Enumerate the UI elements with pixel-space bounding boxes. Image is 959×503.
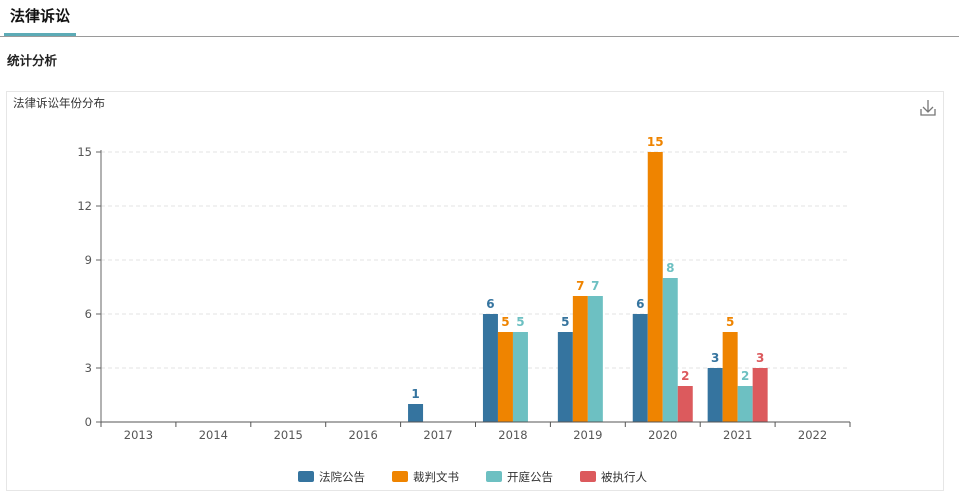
data-label: 6 [486,297,494,311]
legend-label[interactable]: 法院公告 [319,470,365,484]
x-tick-label: 2017 [423,428,452,442]
x-tick-label: 2022 [798,428,827,442]
bar[interactable] [482,314,498,422]
data-label: 15 [647,135,664,149]
data-label: 2 [741,369,749,383]
y-tick-label: 9 [85,253,92,267]
y-tick-label: 3 [85,361,92,375]
bar[interactable] [632,314,648,422]
legend-label[interactable]: 裁判文书 [413,470,459,484]
bar[interactable] [752,368,768,422]
legend-swatch[interactable] [298,471,314,482]
data-label: 1 [411,387,419,401]
x-tick-label: 2020 [648,428,677,442]
tab-bar: 法律诉讼 [0,0,959,37]
bar[interactable] [737,386,753,422]
data-label: 7 [576,279,584,293]
legend-swatch[interactable] [392,471,408,482]
legend-label[interactable]: 开庭公告 [507,470,553,484]
chart-title: 法律诉讼年份分布 [13,96,105,110]
bar[interactable] [408,404,424,422]
legend-swatch[interactable] [580,471,596,482]
data-label: 5 [501,315,509,329]
download-icon[interactable] [920,100,936,116]
bar[interactable] [647,152,663,422]
data-label: 5 [726,315,734,329]
data-label: 2 [681,369,689,383]
section-title: 统计分析 [7,53,58,68]
bar[interactable] [662,278,678,422]
data-label: 3 [711,351,719,365]
bar[interactable] [587,296,603,422]
bar[interactable] [557,332,573,422]
x-tick-label: 2015 [274,428,303,442]
y-tick-label: 12 [77,199,92,213]
x-tick-label: 2019 [573,428,602,442]
data-label: 5 [516,315,524,329]
chart-panel: 法律诉讼年份分布 0 3 6 9 12 15 1 6 5 5 5 7 7 6 15 8 2 3 5 2 3 2013 2014… [6,91,944,491]
x-tick-label: 2014 [199,428,228,442]
bar[interactable] [572,296,588,422]
data-label: 6 [636,297,644,311]
data-label: 3 [756,351,764,365]
legend-label[interactable]: 被执行人 [601,470,647,484]
bar[interactable] [722,332,738,422]
data-label: 7 [591,279,599,293]
tab-legal-litigation[interactable]: 法律诉讼 [4,0,77,36]
x-tick-label: 2013 [124,428,153,442]
data-label: 8 [666,261,674,275]
legend-swatch[interactable] [486,471,502,482]
bar[interactable] [497,332,513,422]
y-tick-label: 15 [77,145,92,159]
x-tick-label: 2016 [349,428,378,442]
bar[interactable] [512,332,528,422]
data-label: 5 [561,315,569,329]
x-tick-label: 2021 [723,428,752,442]
y-tick-label: 0 [85,415,92,429]
bar[interactable] [677,386,693,422]
bar[interactable] [707,368,723,422]
x-tick-label: 2018 [498,428,527,442]
y-tick-label: 6 [85,307,92,321]
